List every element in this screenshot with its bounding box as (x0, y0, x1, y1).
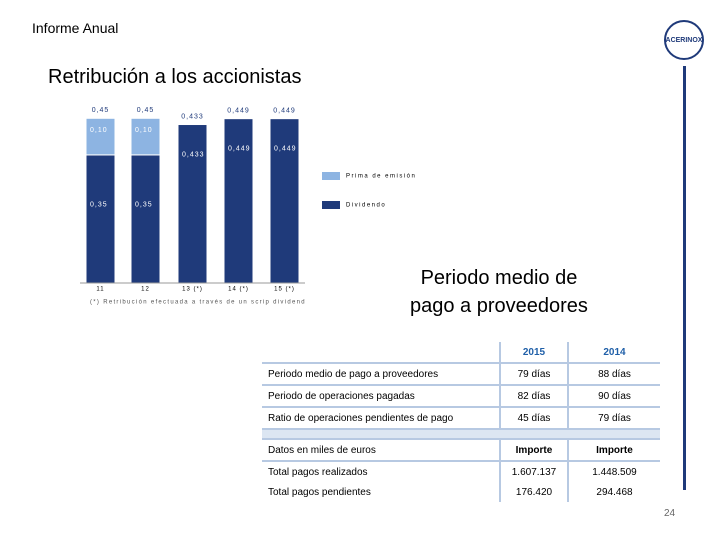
value-label: 0,10 (135, 127, 153, 134)
table-cell: 79 días (567, 407, 660, 430)
header-title: Informe Anual (32, 20, 119, 36)
total-label: 0,449 (273, 108, 296, 115)
table-row: Periodo de operaciones pagadas 82 días 90 … (262, 385, 660, 408)
table-cell: 88 días (567, 363, 660, 386)
title-line: pago a proveedores (410, 295, 588, 317)
table-row: 2015 2014 (262, 342, 660, 364)
bar-segment (223, 118, 254, 284)
x-tick-label: 15 (*) (274, 287, 295, 293)
table-cell: 82 días (499, 385, 568, 408)
chart: 0,35 0,10 0,45 11 0,35 0,10 0,45 12 0,433 0,433 13… (80, 107, 416, 306)
table-cell: 1.607.137 (499, 461, 568, 482)
table-row: Ratio de operaciones pendientes de pago 4… (262, 407, 660, 430)
table-cell: Datos en miles de euros (262, 439, 500, 462)
table-cell: 2015 (499, 342, 568, 364)
legend-label: Dividendo (346, 203, 386, 209)
table-cell: Ratio de operaciones pendientes de pago (262, 407, 500, 430)
legend-label: Prima de emisión (346, 174, 416, 180)
table-row: Total pagos realizados 1.607.137 1.448.509 (262, 461, 660, 482)
x-tick-label: 14 (*) (228, 287, 249, 293)
value-label: 0,10 (90, 127, 108, 134)
section-title: Retribución a los accionistas (48, 66, 302, 88)
table-row: Periodo medio de pago a proveedores 79 dí… (262, 363, 660, 386)
table-row: Total pagos pendientes 176.420 294.468 (262, 482, 660, 502)
value-label: 0,35 (135, 202, 153, 209)
x-tick-label: 13 (*) (182, 287, 203, 293)
section-title: Periodo medio de pago a proveedores (410, 264, 588, 320)
table-cell: Importe (499, 439, 568, 462)
x-tick-label: 11 (96, 287, 104, 293)
x-tick-label: 12 (141, 287, 150, 293)
table-cell: 1.448.509 (567, 461, 660, 482)
bar-segment (269, 118, 300, 284)
bar-segment (85, 117, 116, 156)
legend-swatch (322, 201, 340, 209)
table-row: Datos en miles de euros Importe Importe (262, 439, 660, 462)
bar-segment (177, 124, 208, 284)
table-cell: 79 días (499, 363, 568, 386)
value-label: 0,433 (182, 151, 205, 158)
table-cell: 294.468 (567, 482, 660, 502)
page-number: 24 (664, 508, 676, 519)
value-label: 0,35 (90, 202, 108, 209)
table-cell: 2014 (567, 342, 660, 364)
table: 2015 2014 Periodo medio de pago a proveedo… (262, 342, 660, 502)
table-cell: Importe (567, 439, 660, 462)
table-cell: Periodo medio de pago a proveedores (262, 363, 500, 386)
bar-segment (130, 117, 161, 156)
total-label: 0,433 (181, 113, 204, 120)
table-cell: 176.420 (499, 482, 568, 502)
table-cell: 90 días (567, 385, 660, 408)
table-cell: Periodo de operaciones pagadas (262, 385, 500, 408)
value-label: 0,449 (274, 146, 297, 153)
spacer (262, 429, 660, 440)
legend-swatch (322, 172, 340, 180)
value-label: 0,449 (228, 146, 251, 153)
divider (683, 66, 686, 490)
title-line: Periodo medio de (420, 267, 578, 289)
total-label: 0,45 (92, 107, 110, 114)
logo: ACERINOX (664, 20, 704, 60)
table-cell: Total pagos pendientes (268, 486, 371, 498)
bar-segment (85, 154, 116, 284)
footnote: (*) Retribución efectuada a través de un… (90, 300, 306, 306)
spacer-row (262, 429, 660, 440)
bar-segment (130, 154, 161, 284)
table-cell: 45 días (499, 407, 568, 430)
table-cell: Total pagos realizados (268, 466, 368, 478)
total-label: 0,449 (227, 108, 250, 115)
total-label: 0,45 (137, 107, 155, 114)
table-cell (262, 342, 500, 364)
